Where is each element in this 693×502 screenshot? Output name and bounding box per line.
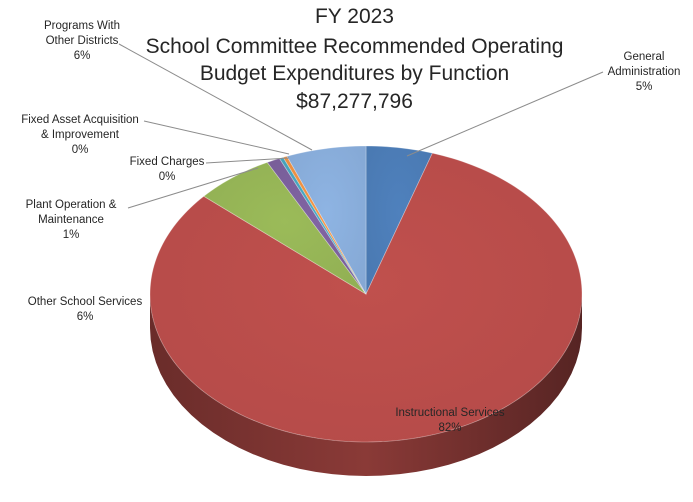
slice-percent-label: 6% bbox=[76, 311, 94, 323]
chart-title-line-2: School Committee Recommended Operating bbox=[145, 35, 564, 58]
pie-slice bbox=[286, 145, 367, 296]
chart-title-line-4: $87,277,796 bbox=[296, 90, 413, 113]
pie-slice-side bbox=[150, 294, 582, 476]
slice-label-general-administration: General Administration 5% bbox=[592, 50, 693, 95]
slice-percent-label: 1% bbox=[62, 229, 80, 241]
slice-label-text: General bbox=[623, 51, 665, 63]
chart-title-line-1: FY 2023 bbox=[314, 5, 394, 28]
pie-slice bbox=[365, 145, 433, 295]
leader-line bbox=[406, 71, 604, 157]
leader-line bbox=[118, 43, 313, 151]
slice-label-plant-operation: Plant Operation & Maintenance 1% bbox=[12, 198, 130, 243]
slice-label-text: Programs With bbox=[43, 20, 121, 32]
pie-slice bbox=[203, 161, 367, 295]
slice-label-text: & Improvement bbox=[41, 129, 119, 141]
pie-slice bbox=[149, 152, 583, 443]
slice-percent-label: 5% bbox=[635, 81, 653, 93]
slice-percent-label: 0% bbox=[71, 144, 89, 156]
slice-percent-label: 6% bbox=[73, 50, 91, 62]
slice-label-text: Plant Operation & bbox=[25, 199, 117, 211]
slice-label-text: Other School Services bbox=[27, 296, 143, 308]
leader-line bbox=[205, 157, 290, 164]
leader-line bbox=[127, 167, 259, 209]
slice-label-text: Fixed Asset Acquisition bbox=[21, 114, 139, 126]
slice-label-fixed-asset-acquisition: Fixed Asset Acquisition & Improvement 0% bbox=[6, 113, 154, 158]
slice-label-programs-with-other-districts: Programs With Other Districts 6% bbox=[24, 19, 140, 64]
slice-percent-label: 0% bbox=[158, 171, 176, 183]
slice-percent-label: 82% bbox=[438, 422, 462, 434]
slice-label-fixed-charges: Fixed Charges 0% bbox=[122, 155, 212, 185]
slice-label-text: Fixed Charges bbox=[129, 156, 205, 168]
slice-label-instructional-services: Instructional Services 82% bbox=[380, 406, 520, 436]
slice-label-text: Maintenance bbox=[38, 214, 104, 226]
slice-label-text: Administration bbox=[607, 66, 681, 78]
slice-label-text: Other Districts bbox=[45, 35, 119, 47]
slice-label-text: Instructional Services bbox=[395, 407, 505, 419]
chart-title-line-3: Budget Expenditures by Function bbox=[199, 62, 510, 85]
leader-line bbox=[143, 120, 290, 155]
slice-label-other-school-services: Other School Services 6% bbox=[12, 295, 158, 325]
